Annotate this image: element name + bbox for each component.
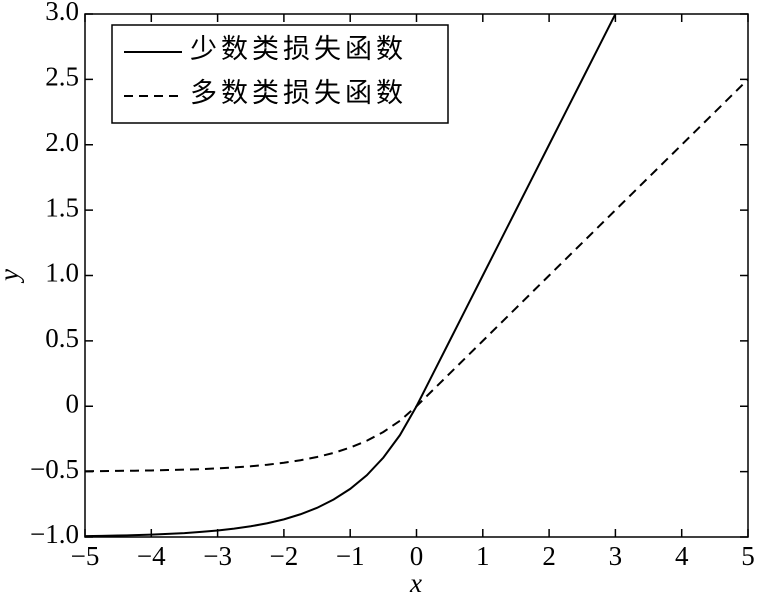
line-series bbox=[85, 78, 748, 473]
x-tick-label: 5 bbox=[741, 541, 755, 571]
x-tick-label: 0 bbox=[410, 541, 424, 571]
x-tick-label: −5 bbox=[71, 541, 100, 571]
line-series bbox=[85, 14, 617, 537]
y-tick-label: −1.0 bbox=[30, 519, 79, 549]
x-tick-label: 2 bbox=[542, 541, 556, 571]
y-tick-label: 0.5 bbox=[45, 323, 79, 353]
x-tick-label: 1 bbox=[476, 541, 490, 571]
plot-frame bbox=[84, 13, 749, 538]
y-tick-label: −0.5 bbox=[30, 454, 79, 484]
x-axis-label: x bbox=[409, 568, 422, 598]
y-tick-label: 0 bbox=[66, 388, 80, 418]
x-tick-label: −3 bbox=[203, 541, 232, 571]
x-tick-label: −4 bbox=[137, 541, 166, 571]
x-tick-label: −2 bbox=[270, 541, 299, 571]
legend-label: 少数类损失函数 bbox=[190, 34, 407, 64]
x-tick-label: 4 bbox=[675, 541, 689, 571]
y-tick-label: 2.5 bbox=[45, 62, 79, 92]
y-tick-label: 3.0 bbox=[45, 0, 79, 26]
x-tick-label: −1 bbox=[336, 541, 365, 571]
legend-label: 多数类损失函数 bbox=[190, 78, 407, 108]
y-tick-label: 1.5 bbox=[45, 192, 79, 222]
legend-box bbox=[111, 24, 449, 124]
x-tick-label: 3 bbox=[609, 541, 623, 571]
y-tick-label: 2.0 bbox=[45, 127, 79, 157]
y-tick-label: 1.0 bbox=[45, 258, 79, 288]
y-axis-label: y bbox=[0, 269, 24, 284]
